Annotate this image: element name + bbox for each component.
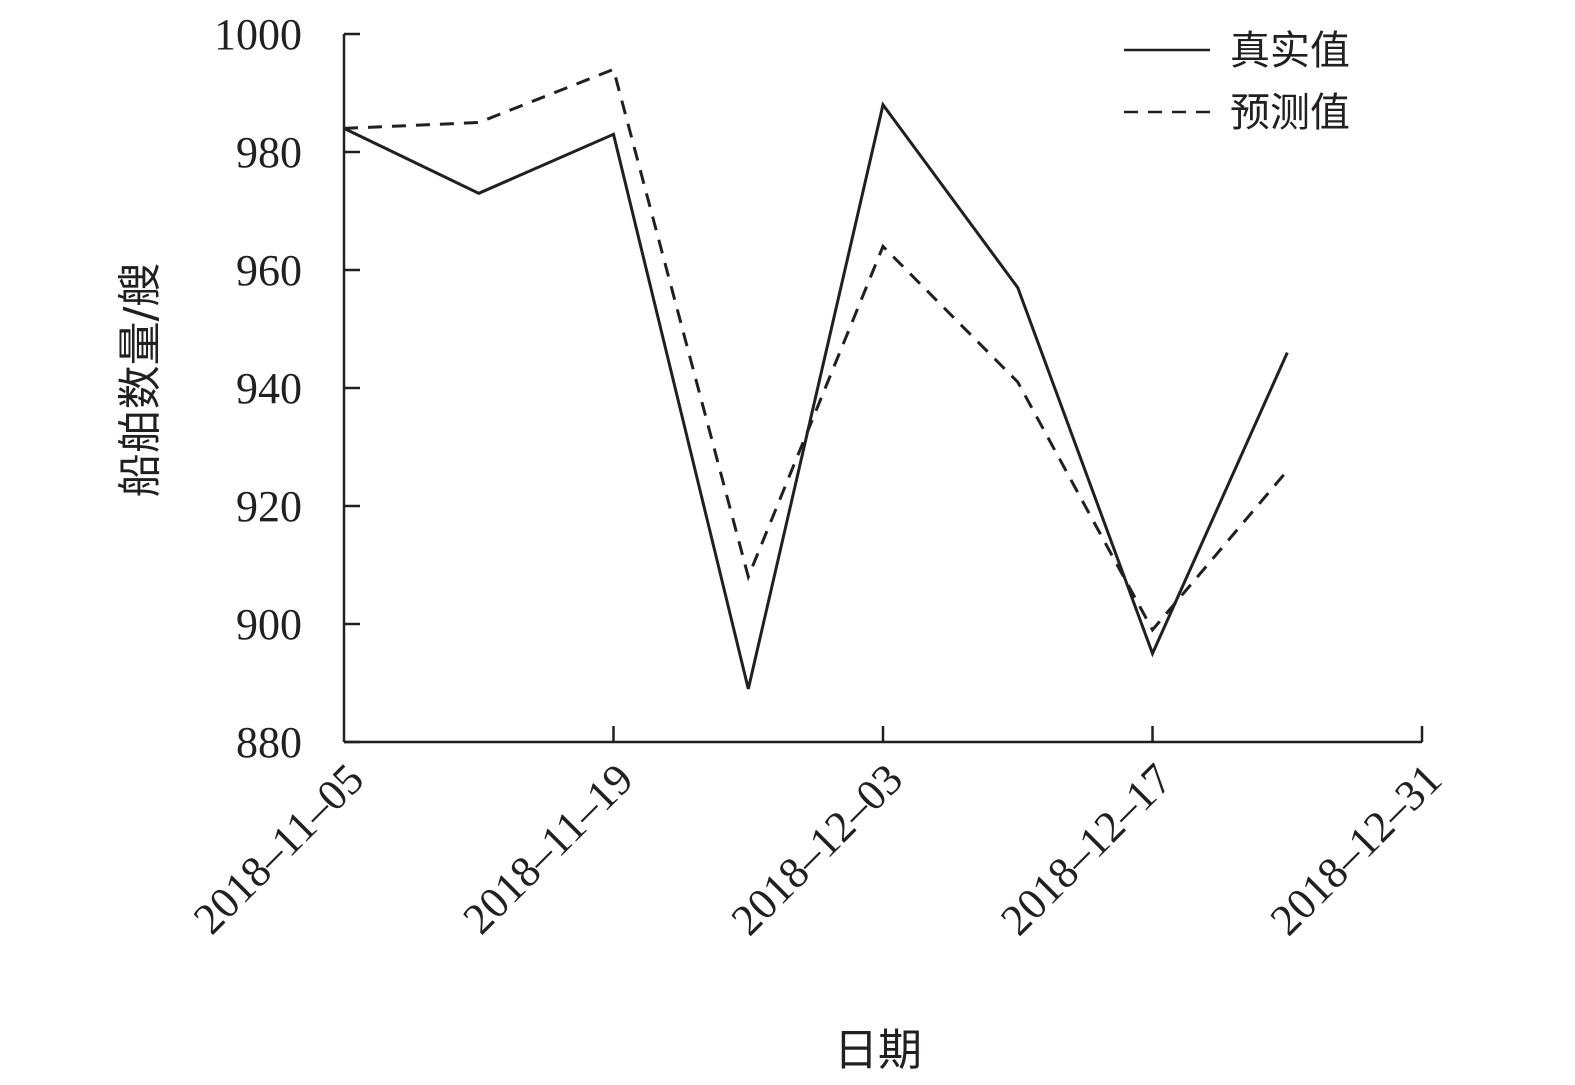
y-axis-title: 船舶数量/艘 — [115, 263, 166, 498]
legend-label-predicted-value: 预测值 — [1230, 90, 1350, 136]
y-tick-label: 1000 — [214, 10, 302, 59]
y-tick-label: 960 — [236, 246, 302, 295]
series-line-true-value — [343, 101, 1289, 690]
x-tick-label: 2018–11–05 — [184, 754, 373, 943]
axes — [342, 34, 1422, 744]
legend-label-true-value: 真实值 — [1230, 28, 1350, 74]
series-line-predicted-value — [343, 67, 1289, 633]
y-tick-label: 940 — [236, 364, 302, 413]
y-ticks: 880 900 920 940 960 980 1000 — [214, 10, 360, 767]
y-tick-label: 900 — [236, 600, 302, 649]
x-tick-label: 2018–11–19 — [454, 754, 643, 943]
y-tick-label: 980 — [236, 128, 302, 177]
x-tick-label: 2018–12–03 — [722, 754, 912, 944]
x-tick-label: 2018–12–31 — [1261, 754, 1451, 944]
y-tick-label: 880 — [236, 718, 302, 767]
x-axis-title: 日期 — [834, 1025, 922, 1076]
y-tick-label: 920 — [236, 482, 302, 531]
legend: 真实值 预测值 — [1124, 28, 1350, 136]
x-ticks: 2018–11–05 2018–11–19 2018–12–03 2018–12–17… — [184, 726, 1451, 945]
x-tick-label: 2018–12–17 — [991, 754, 1181, 944]
series-layer — [343, 67, 1289, 690]
